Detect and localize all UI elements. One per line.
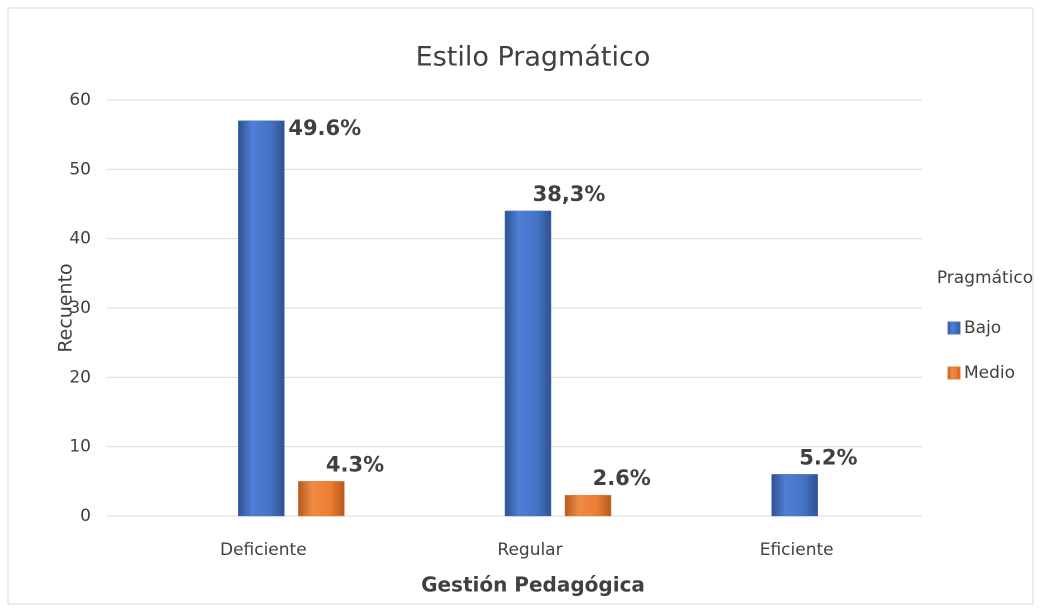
x-tick-label: Deficiente bbox=[220, 540, 307, 560]
bar bbox=[298, 481, 345, 517]
bar bbox=[564, 494, 612, 517]
y-tick-label: 10 bbox=[69, 437, 91, 457]
legend-swatch bbox=[947, 366, 961, 380]
y-tick-label: 50 bbox=[69, 159, 91, 179]
chart-title: Estilo Pragmático bbox=[416, 42, 651, 73]
x-tick-label: Eficiente bbox=[760, 540, 834, 560]
legend-label: Medio bbox=[964, 363, 1015, 383]
data-label: 4.3% bbox=[326, 452, 384, 476]
x-axis-label: Gestión Pedagógica bbox=[421, 573, 645, 597]
data-label: 49.6% bbox=[288, 116, 361, 140]
legend-swatch bbox=[947, 321, 961, 335]
legend-label: Bajo bbox=[964, 318, 1001, 338]
y-tick-label: 30 bbox=[69, 298, 91, 318]
y-tick-label: 20 bbox=[69, 367, 91, 387]
data-label: 2.6% bbox=[593, 466, 651, 490]
bar bbox=[771, 474, 818, 517]
x-tick-label: Regular bbox=[497, 540, 562, 560]
bar bbox=[504, 210, 552, 517]
legend-title: Pragmático bbox=[937, 268, 1033, 288]
y-tick-label: 60 bbox=[69, 90, 91, 110]
bar bbox=[238, 120, 285, 517]
y-axis-label: Recuento bbox=[55, 263, 77, 352]
y-tick-label: 40 bbox=[69, 229, 91, 249]
data-label: 38,3% bbox=[533, 182, 606, 206]
data-label: 5.2% bbox=[799, 445, 857, 469]
y-tick-label: 0 bbox=[80, 506, 91, 526]
